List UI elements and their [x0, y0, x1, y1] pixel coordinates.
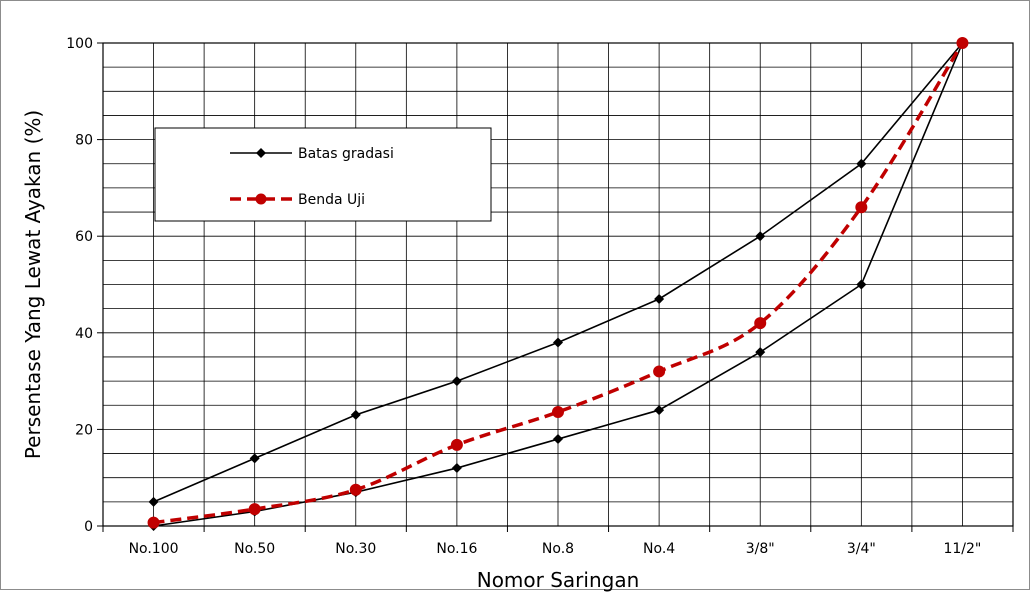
data-point-upper [451, 376, 462, 387]
data-point-upper [350, 409, 361, 420]
legend-marker-upper [256, 148, 266, 158]
y-tick-label: 100 [66, 36, 93, 52]
data-point-lower [553, 434, 563, 445]
x-tick-label: No.8 [542, 541, 574, 557]
x-tick-label: No.16 [436, 541, 477, 557]
x-tick-label: 3/4" [847, 541, 876, 557]
data-point-upper [249, 453, 260, 464]
grid [102, 42, 1014, 527]
data-point-upper [856, 158, 867, 169]
x-tick-label: No.30 [335, 541, 376, 557]
data-point-sample [147, 516, 160, 529]
x-tick-label: No.100 [129, 541, 179, 557]
data-point-lower [755, 347, 766, 358]
series-sample [147, 37, 969, 529]
data-point-upper [553, 337, 563, 348]
data-point-sample [552, 406, 564, 419]
legend-label-upper: Batas gradasi [298, 146, 394, 162]
x-tick-label: No.50 [234, 541, 275, 557]
legend-label-sample: Benda Uji [298, 192, 365, 208]
y-tick-label: 20 [75, 422, 93, 438]
data-point-sample [450, 438, 463, 451]
data-point-sample [248, 503, 261, 516]
data-point-upper [654, 293, 665, 304]
data-point-upper [148, 496, 159, 507]
data-point-sample [653, 365, 666, 378]
data-point-lower [856, 279, 867, 290]
data-point-lower [451, 463, 462, 474]
x-axis-title: Nomor Saringan [477, 568, 640, 592]
y-tick-label: 80 [75, 133, 93, 149]
legend-marker-sample [255, 193, 267, 205]
data-point-sample [855, 201, 868, 214]
data-point-upper [755, 231, 766, 242]
x-tick-label: No.4 [643, 541, 675, 557]
data-point-sample [754, 317, 767, 330]
y-axis-title: Persentase Yang Lewat Ayakan (%) [21, 110, 45, 459]
data-point-sample [349, 483, 362, 496]
data-point-sample [956, 37, 969, 49]
y-tick-label: 60 [75, 229, 93, 245]
data-point-lower [654, 405, 665, 416]
series-line-sample [153, 42, 964, 525]
y-tick-label: 40 [75, 326, 93, 342]
series-layer [147, 37, 969, 531]
x-tick-label: 11/2" [943, 541, 981, 557]
axes: 0 20 40 60 80 100 No.100 No.50 No.30 No.16 No.8 No.… [66, 36, 1014, 557]
y-tick-label: 0 [84, 519, 93, 535]
legend-box [154, 127, 492, 222]
x-tick-label: 3/8" [746, 541, 775, 557]
plot-area-border [102, 42, 1014, 527]
legend: Batas gradasi Benda Uji [154, 127, 492, 222]
